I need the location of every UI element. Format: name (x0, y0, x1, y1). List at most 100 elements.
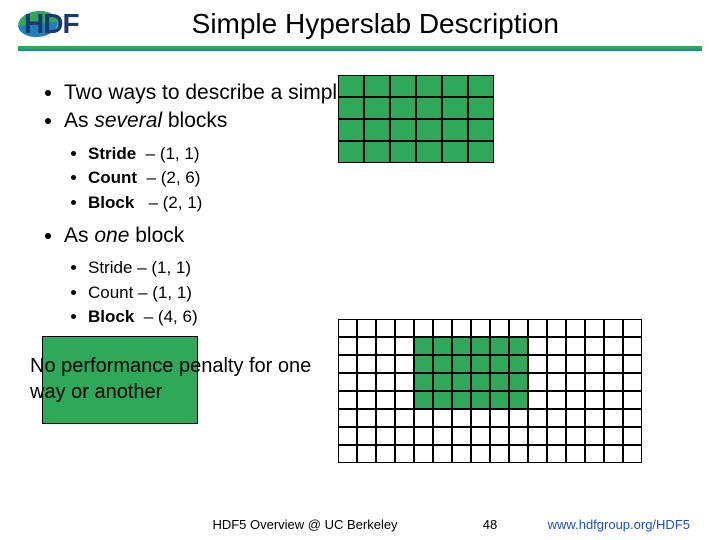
grid-cell (376, 391, 395, 409)
grid-cell (357, 319, 376, 337)
grid-cell (604, 391, 623, 409)
text: As (64, 224, 94, 247)
grid-cell (585, 445, 604, 463)
grid-cell (395, 373, 414, 391)
sub-stride-2: Stride – (1, 1) (88, 256, 690, 281)
grid-cell (471, 319, 490, 337)
grid-cell (604, 337, 623, 355)
grid-cell (623, 337, 642, 355)
grid-cell (395, 445, 414, 463)
grid-cell (547, 427, 566, 445)
value: – (2, 1) (148, 193, 202, 212)
grid-cell (433, 409, 452, 427)
grid-cell (338, 75, 364, 97)
grid-cell (433, 355, 452, 373)
grid-cell (490, 373, 509, 391)
grid-cell (414, 427, 433, 445)
grid-cell (604, 319, 623, 337)
sub-count-2: Count – (1, 1) (88, 281, 690, 306)
label: Count (88, 283, 133, 302)
grid-cell (452, 337, 471, 355)
grid-cell (623, 445, 642, 463)
grid-cell (414, 445, 433, 463)
grid-cell (390, 141, 416, 163)
grid-cell (471, 337, 490, 355)
slide-content: Two ways to describe a simple hyperslab … (0, 51, 720, 424)
text-italic: one (94, 224, 129, 247)
grid-cell (509, 427, 528, 445)
grid-cell (547, 445, 566, 463)
grid-cell (433, 391, 452, 409)
logo-text: HDF (24, 8, 79, 40)
slide-footer: HDF5 Overview @ UC Berkeley 48 www.hdfgr… (0, 517, 720, 532)
grid-cell (357, 355, 376, 373)
grid-cell (585, 337, 604, 355)
grid-cell (490, 355, 509, 373)
grid-cell (442, 97, 468, 119)
sub-block-1: Block – (2, 1) (88, 191, 690, 216)
perf-note: No performance penalty for one way or an… (30, 353, 320, 405)
grid-cell (416, 75, 442, 97)
label: Stride (88, 144, 136, 163)
grid-cell (338, 427, 357, 445)
grid-cell (376, 445, 395, 463)
grid-cell (585, 373, 604, 391)
label: Block (88, 307, 134, 326)
grid-cell (357, 391, 376, 409)
grid-cell (390, 75, 416, 97)
grid-cell (604, 427, 623, 445)
hdf-logo: HDF (18, 8, 79, 40)
grid-cell (585, 409, 604, 427)
grid-cell (452, 391, 471, 409)
grid-cell (338, 119, 364, 141)
grid-cell (585, 319, 604, 337)
grid-cell (528, 445, 547, 463)
grid-cell (468, 141, 494, 163)
grid-cell (364, 97, 390, 119)
grid-cell (528, 373, 547, 391)
grid-cell (433, 445, 452, 463)
grid-cell (414, 355, 433, 373)
grid-cell (604, 409, 623, 427)
grid-cell (509, 409, 528, 427)
grid-cell (452, 355, 471, 373)
grid-cell (364, 141, 390, 163)
grid-cell (566, 355, 585, 373)
footer-left: HDF5 Overview @ UC Berkeley (30, 517, 460, 532)
grid-cell (471, 391, 490, 409)
grid-cell (433, 373, 452, 391)
grid-cell (471, 427, 490, 445)
footer-page-number: 48 (460, 517, 520, 532)
grid-cell (509, 391, 528, 409)
grid-cell (528, 337, 547, 355)
grid-cell (623, 373, 642, 391)
footer-url: www.hdfgroup.org/HDF5 (520, 517, 690, 532)
grid-cell (604, 445, 623, 463)
grid-cell (566, 427, 585, 445)
grid-cell (623, 391, 642, 409)
bullet-one: As one block (64, 222, 690, 250)
grid-cell (395, 337, 414, 355)
value: – (2, 6) (147, 168, 201, 187)
grid-cell (509, 373, 528, 391)
grid-cell (442, 75, 468, 97)
grid-cell (471, 409, 490, 427)
grid-cell (509, 337, 528, 355)
slide-header: HDF Simple Hyperslab Description (0, 0, 720, 40)
grid-cell (471, 373, 490, 391)
grid-cell (547, 409, 566, 427)
grid-cell (452, 445, 471, 463)
grid-cell (376, 355, 395, 373)
grid-cell (528, 409, 547, 427)
grid-cell (490, 337, 509, 355)
grid-cell (509, 445, 528, 463)
grid-cell (414, 319, 433, 337)
grid-cell (376, 373, 395, 391)
grid-cell (547, 373, 566, 391)
grid-cell (364, 75, 390, 97)
grid-cell (585, 355, 604, 373)
grid-cell (490, 445, 509, 463)
grid-cell (338, 355, 357, 373)
grid-cell (442, 119, 468, 141)
grid-cell (357, 427, 376, 445)
